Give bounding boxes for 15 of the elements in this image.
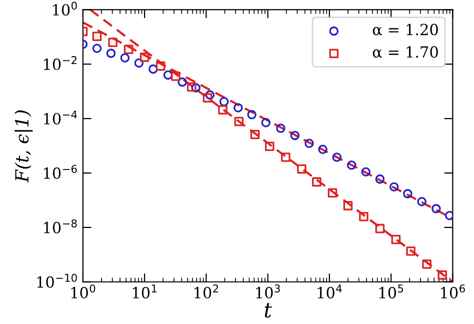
x-tick-label: 10$^{1}$ <box>132 284 157 298</box>
x-tick-label: 10$^{6}$ <box>441 284 465 298</box>
y-tick-label: 10$^{−6}$ <box>44 164 77 179</box>
y-axis-title: F(t, ϵ|1) <box>14 110 33 183</box>
x-tick-label: 10$^{3}$ <box>256 284 280 298</box>
y-tick-label: 10$^{−2}$ <box>44 56 76 70</box>
legend-label: α = 1.20 <box>372 24 438 36</box>
y-tick-label: 10$^{0}$ <box>53 2 77 16</box>
y-tick-label: 10$^{−8}$ <box>44 219 77 234</box>
x-tick-label: 10$^{5}$ <box>379 284 404 298</box>
x-tick-label: 10$^{4}$ <box>318 284 342 298</box>
legend-label: α = 1.70 <box>372 46 438 58</box>
y-tick-label: 10$^{−4}$ <box>44 110 77 124</box>
x-tick-label: 10$^{2}$ <box>194 284 218 298</box>
x-axis-title: t <box>264 303 272 318</box>
